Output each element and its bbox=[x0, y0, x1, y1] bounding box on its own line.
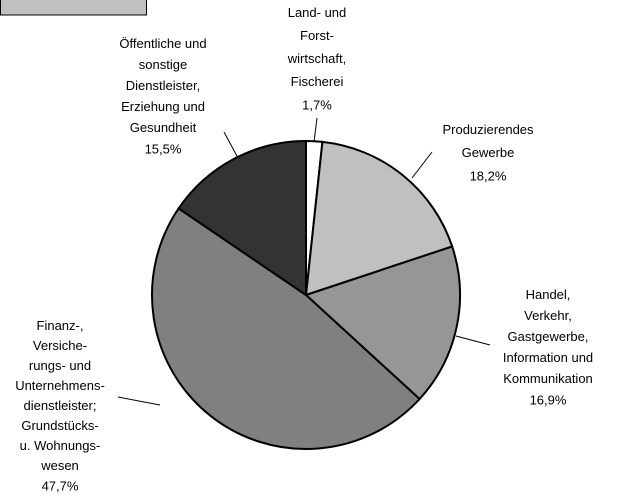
label-line: wesen bbox=[40, 458, 79, 473]
slice-label: Produzierendes Gewerbe bbox=[442, 122, 534, 160]
label-line: Handel, bbox=[526, 287, 571, 302]
label-line: Öffentliche und bbox=[119, 36, 206, 51]
label-line: Versiche- bbox=[33, 338, 87, 353]
label-line: wirtschaft, bbox=[287, 51, 347, 66]
label-line: Kommunikation bbox=[503, 371, 593, 386]
pie-slice bbox=[151, 207, 421, 450]
slice-label: Finanz-, Versiche-rungs- und Unternehmens-… bbox=[15, 318, 105, 473]
label-line: Fischerei bbox=[291, 74, 344, 89]
leader-line bbox=[455, 335, 491, 346]
label-line: sonstige bbox=[139, 57, 187, 72]
label-line: Grundstücks- bbox=[21, 418, 98, 433]
slice-label: Öffentliche und sonstige Dienstleister, Erz… bbox=[119, 36, 206, 135]
slice-label: Handel, Verkehr, Gastgewerbe, Information u… bbox=[503, 287, 593, 386]
leader-line bbox=[117, 396, 161, 406]
label-line: Erziehung und bbox=[121, 99, 205, 114]
pie-slice bbox=[304, 140, 454, 297]
label-line: Verkehr, bbox=[524, 308, 572, 323]
slice-label: Land- und Forst-wirtschaft, Fischerei bbox=[287, 5, 347, 89]
leader-line bbox=[313, 117, 318, 143]
label-line: Finanz-, bbox=[37, 318, 84, 333]
label-line: u. Wohnungs- bbox=[20, 438, 101, 453]
label-line: Produzierendes bbox=[442, 122, 534, 137]
value-label: 15,5% bbox=[145, 141, 182, 156]
title-box bbox=[0, 0, 147, 16]
label-line: Gewerbe bbox=[462, 145, 515, 160]
leader-line bbox=[223, 131, 239, 159]
value-label: 1,7% bbox=[302, 97, 332, 112]
label-line: Information und bbox=[503, 350, 593, 365]
label-line: Land- und bbox=[288, 5, 347, 20]
value-label: 16,9% bbox=[530, 392, 567, 407]
label-line: Gesundheit bbox=[130, 120, 197, 135]
label-line: Unternehmens- bbox=[15, 378, 105, 393]
value-label: 47,7% bbox=[42, 478, 79, 493]
label-line: dienstleister; bbox=[24, 398, 97, 413]
label-line: Dienstleister, bbox=[126, 78, 200, 93]
label-line: Gastgewerbe, bbox=[508, 329, 589, 344]
pie-slice bbox=[304, 245, 461, 401]
label-line: Forst- bbox=[300, 28, 334, 43]
leader-line bbox=[411, 151, 433, 179]
label-line: rungs- und bbox=[29, 358, 91, 373]
pie-slice bbox=[177, 139, 307, 297]
value-label: 18,2% bbox=[470, 168, 507, 183]
